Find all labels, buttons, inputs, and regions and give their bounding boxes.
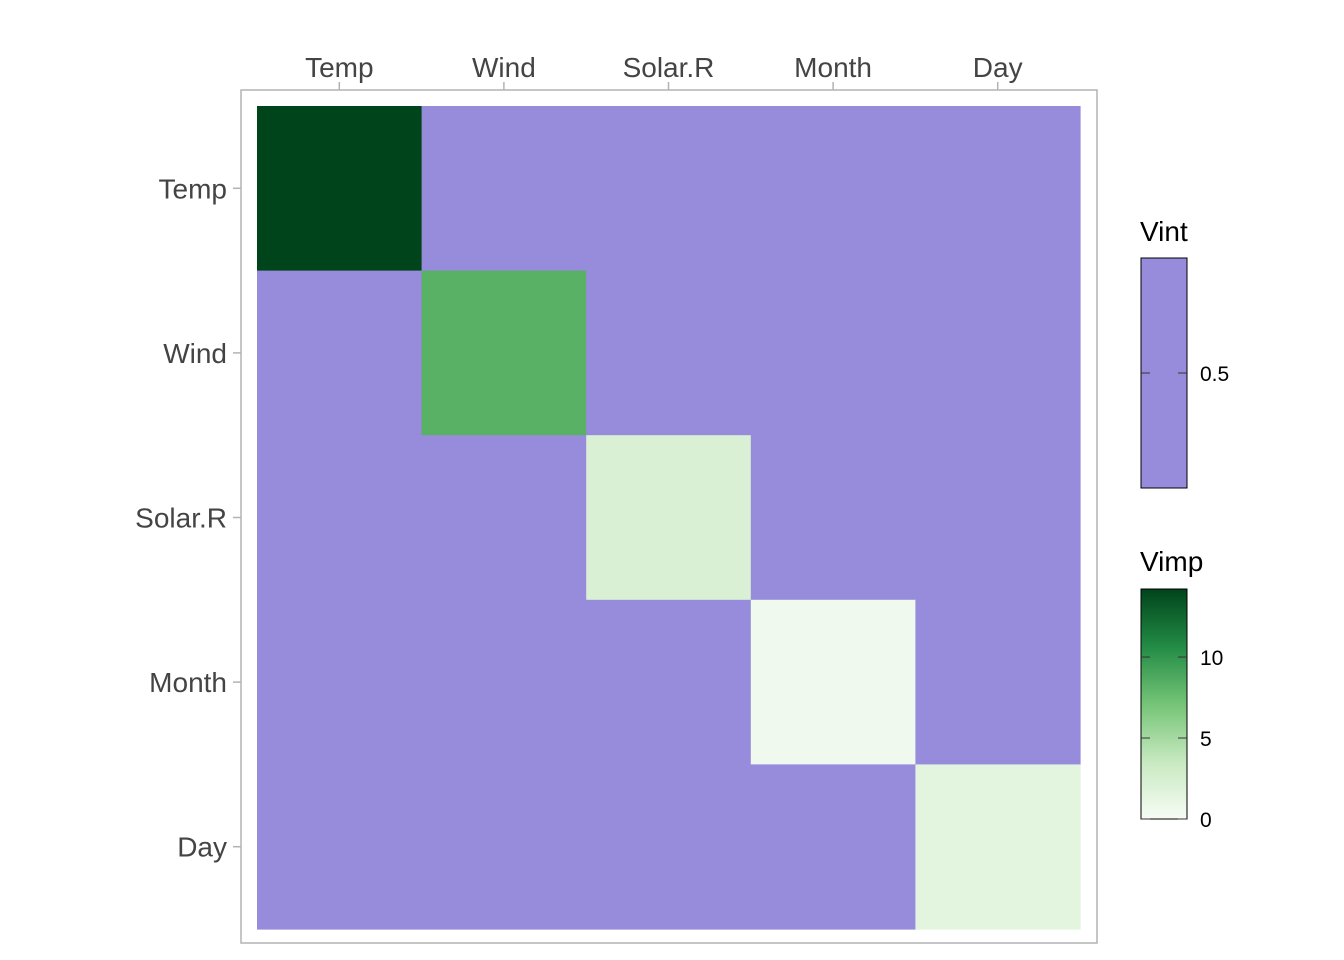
x-axis-top: Temp Wind Solar.R Month Day: [305, 52, 1023, 90]
vint-cell-month-temp: [257, 599, 423, 765]
vint-cell-wind-month: [750, 270, 916, 436]
vimp-tick-label: 0: [1200, 809, 1212, 832]
vint-cell-day-wind: [421, 764, 587, 930]
y-tick-label: Day: [177, 832, 227, 863]
vint-cell-wind-day: [915, 270, 1081, 436]
vint-cell-solar-r-month: [750, 435, 916, 601]
vint-cell-temp-day: [915, 106, 1081, 272]
vint-legend: Vint 0.5: [1140, 216, 1229, 489]
x-tick-label: Temp: [305, 52, 373, 83]
vint-cell-wind-solar-r: [586, 270, 752, 436]
vimp-legend: Vimp 0 5 10: [1140, 546, 1223, 832]
x-tick-label: Month: [794, 52, 872, 83]
y-tick-label: Temp: [159, 173, 227, 204]
y-axis-left: Temp Wind Solar.R Month Day: [135, 173, 241, 863]
x-tick-label: Day: [973, 52, 1023, 83]
vimp-cell-month: [750, 599, 916, 765]
vimp-tick-label: 10: [1200, 647, 1223, 670]
y-tick-label: Wind: [163, 338, 227, 369]
vimp-cell-wind: [421, 270, 587, 436]
vint-legend-title: Vint: [1140, 216, 1188, 247]
vimp-tick-label: 5: [1200, 728, 1212, 751]
x-tick-label: Solar.R: [623, 52, 715, 83]
vimp-color-bar: [1140, 588, 1188, 820]
vint-tick-label: 0.5: [1200, 363, 1229, 386]
vint-legend-ticks: 0.5: [1141, 363, 1229, 386]
vint-cell-solar-r-temp: [257, 435, 423, 601]
y-tick-label: Solar.R: [135, 503, 227, 534]
heatmap-cells: [257, 106, 1081, 930]
x-tick-label: Wind: [472, 52, 536, 83]
vint-cell-temp-solar-r: [586, 106, 752, 272]
vimp-cell-day: [915, 764, 1081, 930]
vimp-legend-ticks: 0 5 10: [1141, 647, 1223, 832]
vint-cell-day-month: [750, 764, 916, 930]
vint-cell-month-solar-r: [586, 599, 752, 765]
vint-cell-month-wind: [421, 599, 587, 765]
vint-cell-wind-temp: [257, 270, 423, 436]
y-tick-label: Month: [149, 667, 227, 698]
vint-cell-temp-wind: [421, 106, 587, 272]
vimp-legend-title: Vimp: [1140, 546, 1203, 577]
vint-cell-temp-month: [750, 106, 916, 272]
vint-cell-solar-r-day: [915, 435, 1081, 601]
vint-cell-month-day: [915, 599, 1081, 765]
vimp-cell-temp: [257, 106, 423, 272]
vint-cell-day-temp: [257, 764, 423, 930]
vimp-cell-solar-r: [586, 435, 752, 601]
vint-cell-solar-r-wind: [421, 435, 587, 601]
vint-cell-day-solar-r: [586, 764, 752, 930]
